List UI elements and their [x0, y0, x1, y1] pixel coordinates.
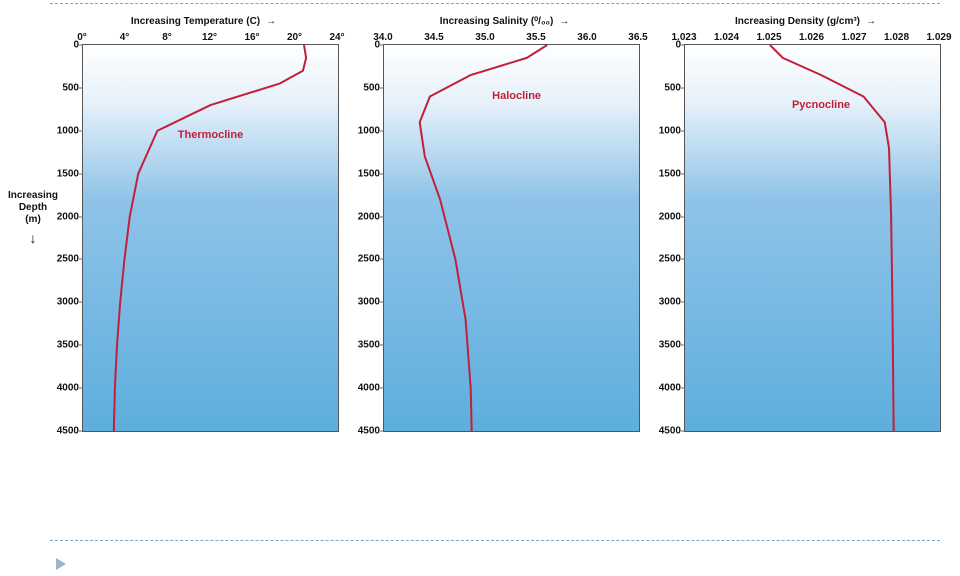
- x-tick-label: 20°: [287, 32, 302, 43]
- x-tick-label: 1.026: [799, 32, 824, 43]
- divider-bottom: [50, 540, 940, 541]
- y-axis-label-line1: Increasing: [2, 190, 64, 202]
- x-tick-label: 35.5: [526, 32, 545, 43]
- x-axis-title-text: Increasing Density (g/cm³): [735, 16, 860, 27]
- x-axis-title-text: Increasing Salinity (⁰/₀₀): [440, 16, 554, 27]
- panels-container: Increasing Temperature (C)→0°4°8°12°16°2…: [66, 18, 943, 430]
- x-tick-label: 34.5: [424, 32, 443, 43]
- plot-area: 050010001500200025003000350040004500Halo…: [383, 44, 640, 432]
- x-axis-title: Increasing Salinity (⁰/₀₀) →: [367, 16, 642, 27]
- profile-curve: [83, 45, 338, 431]
- plot-area: 050010001500200025003000350040004500Pycn…: [684, 44, 941, 432]
- panel-thermocline: Increasing Temperature (C)→0°4°8°12°16°2…: [66, 18, 341, 430]
- x-tick-label: 36.0: [577, 32, 596, 43]
- x-tick-label: 16°: [244, 32, 259, 43]
- x-axis-title: Increasing Temperature (C) →: [66, 16, 341, 27]
- y-axis-label-line2: Depth: [2, 202, 64, 214]
- x-axis-title: Increasing Density (g/cm³) →: [668, 16, 943, 27]
- cline-label: Halocline: [492, 90, 541, 102]
- x-tick-label: 35.0: [475, 32, 494, 43]
- page: Increasing Depth (m) ↓ Increasing Temper…: [0, 0, 960, 576]
- arrow-right-icon: →: [866, 16, 876, 27]
- x-tick-label: 1.028: [884, 32, 909, 43]
- x-tick-label: 8°: [162, 32, 172, 43]
- plot-area: 050010001500200025003000350040004500Ther…: [82, 44, 339, 432]
- divider-top: [50, 3, 940, 4]
- x-tick-label: 24°: [329, 32, 344, 43]
- panel-pycnocline: Increasing Density (g/cm³)→1.0231.0241.0…: [668, 18, 943, 430]
- play-icon[interactable]: [56, 558, 66, 570]
- arrow-right-icon: →: [559, 16, 569, 27]
- x-tick-label: 12°: [202, 32, 217, 43]
- profile-curve: [384, 45, 639, 431]
- cline-label: Thermocline: [178, 129, 243, 141]
- cline-label: Pycnocline: [792, 99, 850, 111]
- x-axis-title-text: Increasing Temperature (C): [131, 16, 260, 27]
- panel-halocline: Increasing Salinity (⁰/₀₀)→34.034.535.03…: [367, 18, 642, 430]
- arrow-right-icon: →: [266, 16, 276, 27]
- y-axis-arrow-icon: ↓: [2, 232, 64, 244]
- x-tick-label: 1.029: [926, 32, 951, 43]
- x-tick-label: 1.024: [714, 32, 739, 43]
- x-tick-label: 4°: [120, 32, 130, 43]
- y-axis-label: Increasing Depth (m) ↓: [2, 190, 64, 244]
- y-axis-label-line3: (m): [2, 214, 64, 226]
- x-tick-label: 1.027: [841, 32, 866, 43]
- x-tick-label: 36.5: [628, 32, 647, 43]
- x-tick-label: 1.025: [756, 32, 781, 43]
